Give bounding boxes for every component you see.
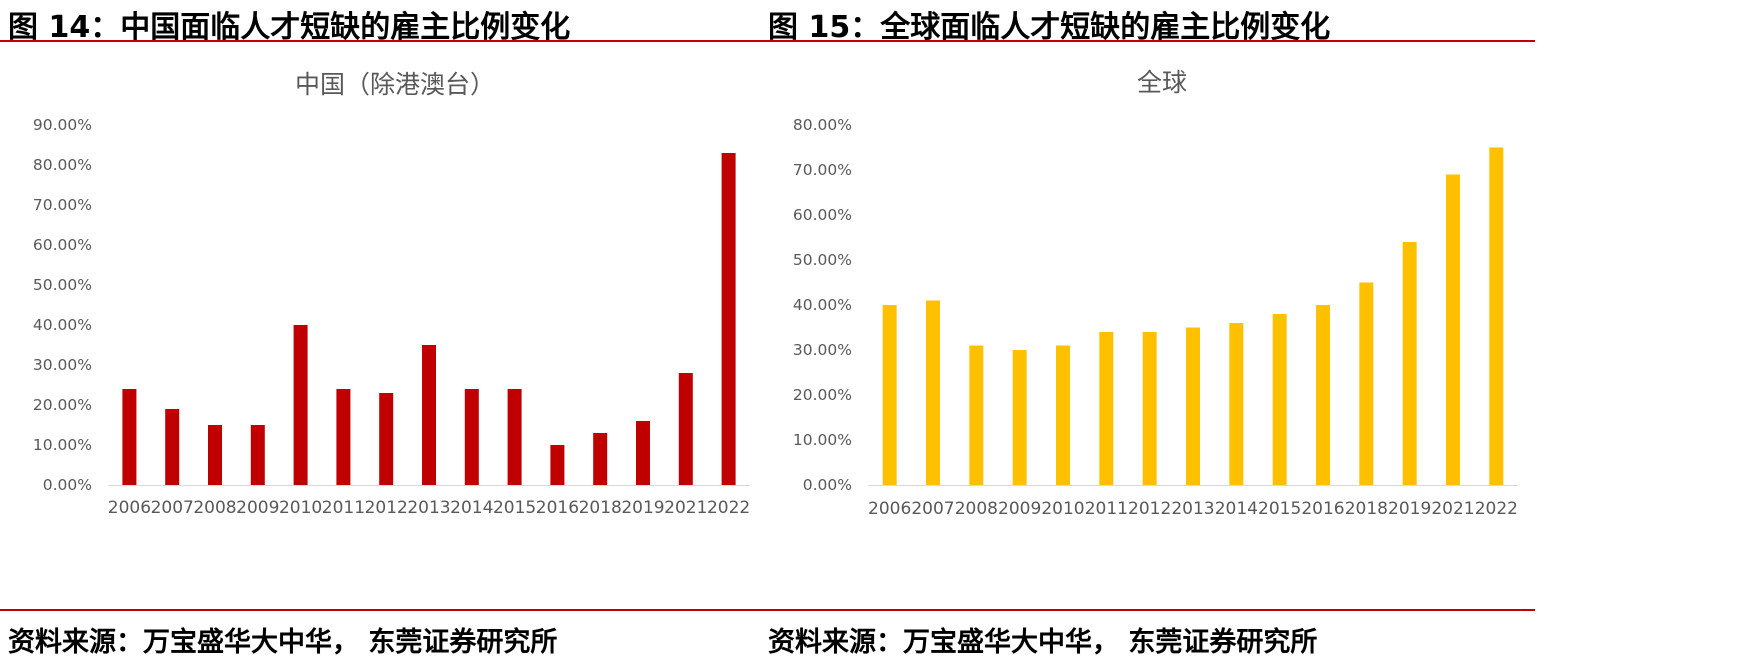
bar-2006 [882, 305, 897, 485]
x-tick-label: 2006 [868, 499, 911, 519]
bar-2015 [507, 389, 522, 485]
chart-title: 全球 [1137, 68, 1187, 97]
x-tick-label: 2012 [1128, 499, 1171, 519]
bar-2009 [250, 425, 265, 485]
bar-2008 [969, 345, 984, 485]
x-tick-label: 2019 [1388, 499, 1431, 519]
x-tick-label: 2016 [1301, 499, 1344, 519]
x-tick-label: 2008 [193, 498, 236, 518]
x-tick-label: 2019 [621, 498, 664, 518]
y-tick-label: 40.00% [793, 296, 852, 314]
x-tick-label: 2012 [365, 498, 408, 518]
x-tick-label: 2015 [493, 498, 536, 518]
bar-2022 [721, 153, 736, 485]
bar-2008 [208, 425, 222, 485]
bar-2007 [165, 409, 180, 485]
y-tick-label: 50.00% [793, 251, 852, 269]
y-tick-label: 50.00% [33, 276, 92, 294]
bar-2012 [1142, 332, 1157, 485]
bar-2016 [1316, 305, 1330, 485]
bar-2016 [550, 445, 565, 485]
x-tick-label: 2009 [236, 498, 279, 518]
x-tick-label: 2018 [1345, 499, 1388, 519]
x-tick-label: 2007 [911, 499, 954, 519]
bar-2010 [1056, 345, 1070, 485]
figure-15-source: 资料来源：万宝盛华大中华， 东莞证券研究所 [768, 627, 1318, 658]
x-tick-label: 2015 [1258, 499, 1301, 519]
x-tick-label: 2021 [664, 498, 707, 518]
x-tick-label: 2008 [955, 499, 998, 519]
bar-2009 [1012, 350, 1027, 485]
x-tick-label: 2013 [407, 498, 450, 518]
bar-2013 [1186, 327, 1200, 485]
bar-2011 [336, 389, 351, 485]
bar-2014 [464, 389, 479, 485]
x-tick-label: 2013 [1171, 499, 1214, 519]
y-tick-label: 10.00% [793, 431, 852, 449]
y-tick-label: 70.00% [793, 161, 852, 179]
bar-2010 [293, 325, 308, 485]
bar-2019 [1402, 242, 1417, 485]
y-tick-label: 70.00% [33, 196, 92, 214]
bar-2013 [422, 345, 436, 485]
chart-title: 中国（除港澳台） [295, 70, 495, 99]
x-tick-label: 2016 [536, 498, 579, 518]
y-tick-label: 90.00% [33, 116, 92, 134]
bar-2007 [926, 300, 940, 485]
y-tick-label: 30.00% [33, 356, 92, 374]
x-tick-label: 2011 [322, 498, 365, 518]
y-tick-label: 20.00% [33, 396, 92, 414]
x-tick-label: 2009 [998, 499, 1041, 519]
y-tick-label: 0.00% [43, 476, 92, 494]
x-tick-label: 2022 [707, 498, 750, 518]
y-tick-label: 20.00% [793, 386, 852, 404]
y-tick-label: 60.00% [33, 236, 92, 254]
bar-2011 [1099, 332, 1114, 485]
y-tick-label: 40.00% [33, 316, 92, 334]
x-tick-label: 2018 [579, 498, 622, 518]
bar-2018 [593, 433, 608, 485]
bar-2012 [379, 393, 394, 485]
x-tick-label: 2010 [279, 498, 322, 518]
chart-global: 全球 0.00% 10.00% 20.00% 30.00% 40.00% 50.00% 60.… [793, 68, 1518, 519]
y-tick-label: 80.00% [33, 156, 92, 174]
x-tick-label: 2021 [1431, 499, 1474, 519]
bar-2022 [1489, 147, 1504, 485]
bar-2015 [1272, 314, 1287, 485]
figure-14-caption: 图 14：中国面临人才短缺的雇主比例变化 [8, 10, 571, 45]
figure-15-caption: 图 15：全球面临人才短缺的雇主比例变化 [768, 10, 1331, 45]
x-tick-label: 2022 [1475, 499, 1518, 519]
y-tick-label: 10.00% [33, 436, 92, 454]
bar-2021 [1446, 174, 1460, 485]
bar-2018 [1359, 282, 1374, 485]
x-tick-label: 2010 [1041, 499, 1084, 519]
x-tick-label: 2006 [108, 498, 151, 518]
bar-2019 [636, 421, 650, 485]
bar-2021 [678, 373, 693, 485]
x-tick-label: 2014 [1215, 499, 1258, 519]
y-tick-label: 0.00% [803, 476, 852, 494]
bar-2014 [1229, 323, 1244, 485]
x-tick-label: 2014 [450, 498, 493, 518]
figure-14-source: 资料来源：万宝盛华大中华， 东莞证券研究所 [8, 627, 558, 658]
y-tick-label: 60.00% [793, 206, 852, 224]
chart-china: 中国（除港澳台） 0.00% 10.00% 20.00% 30.00% 40.00% 50.… [33, 70, 750, 518]
bar-2006 [122, 389, 137, 485]
y-tick-label: 80.00% [793, 116, 852, 134]
y-tick-label: 30.00% [793, 341, 852, 359]
footer-rule [0, 609, 1535, 611]
x-tick-label: 2007 [151, 498, 194, 518]
x-tick-label: 2011 [1085, 499, 1128, 519]
header-rule [0, 40, 1535, 42]
